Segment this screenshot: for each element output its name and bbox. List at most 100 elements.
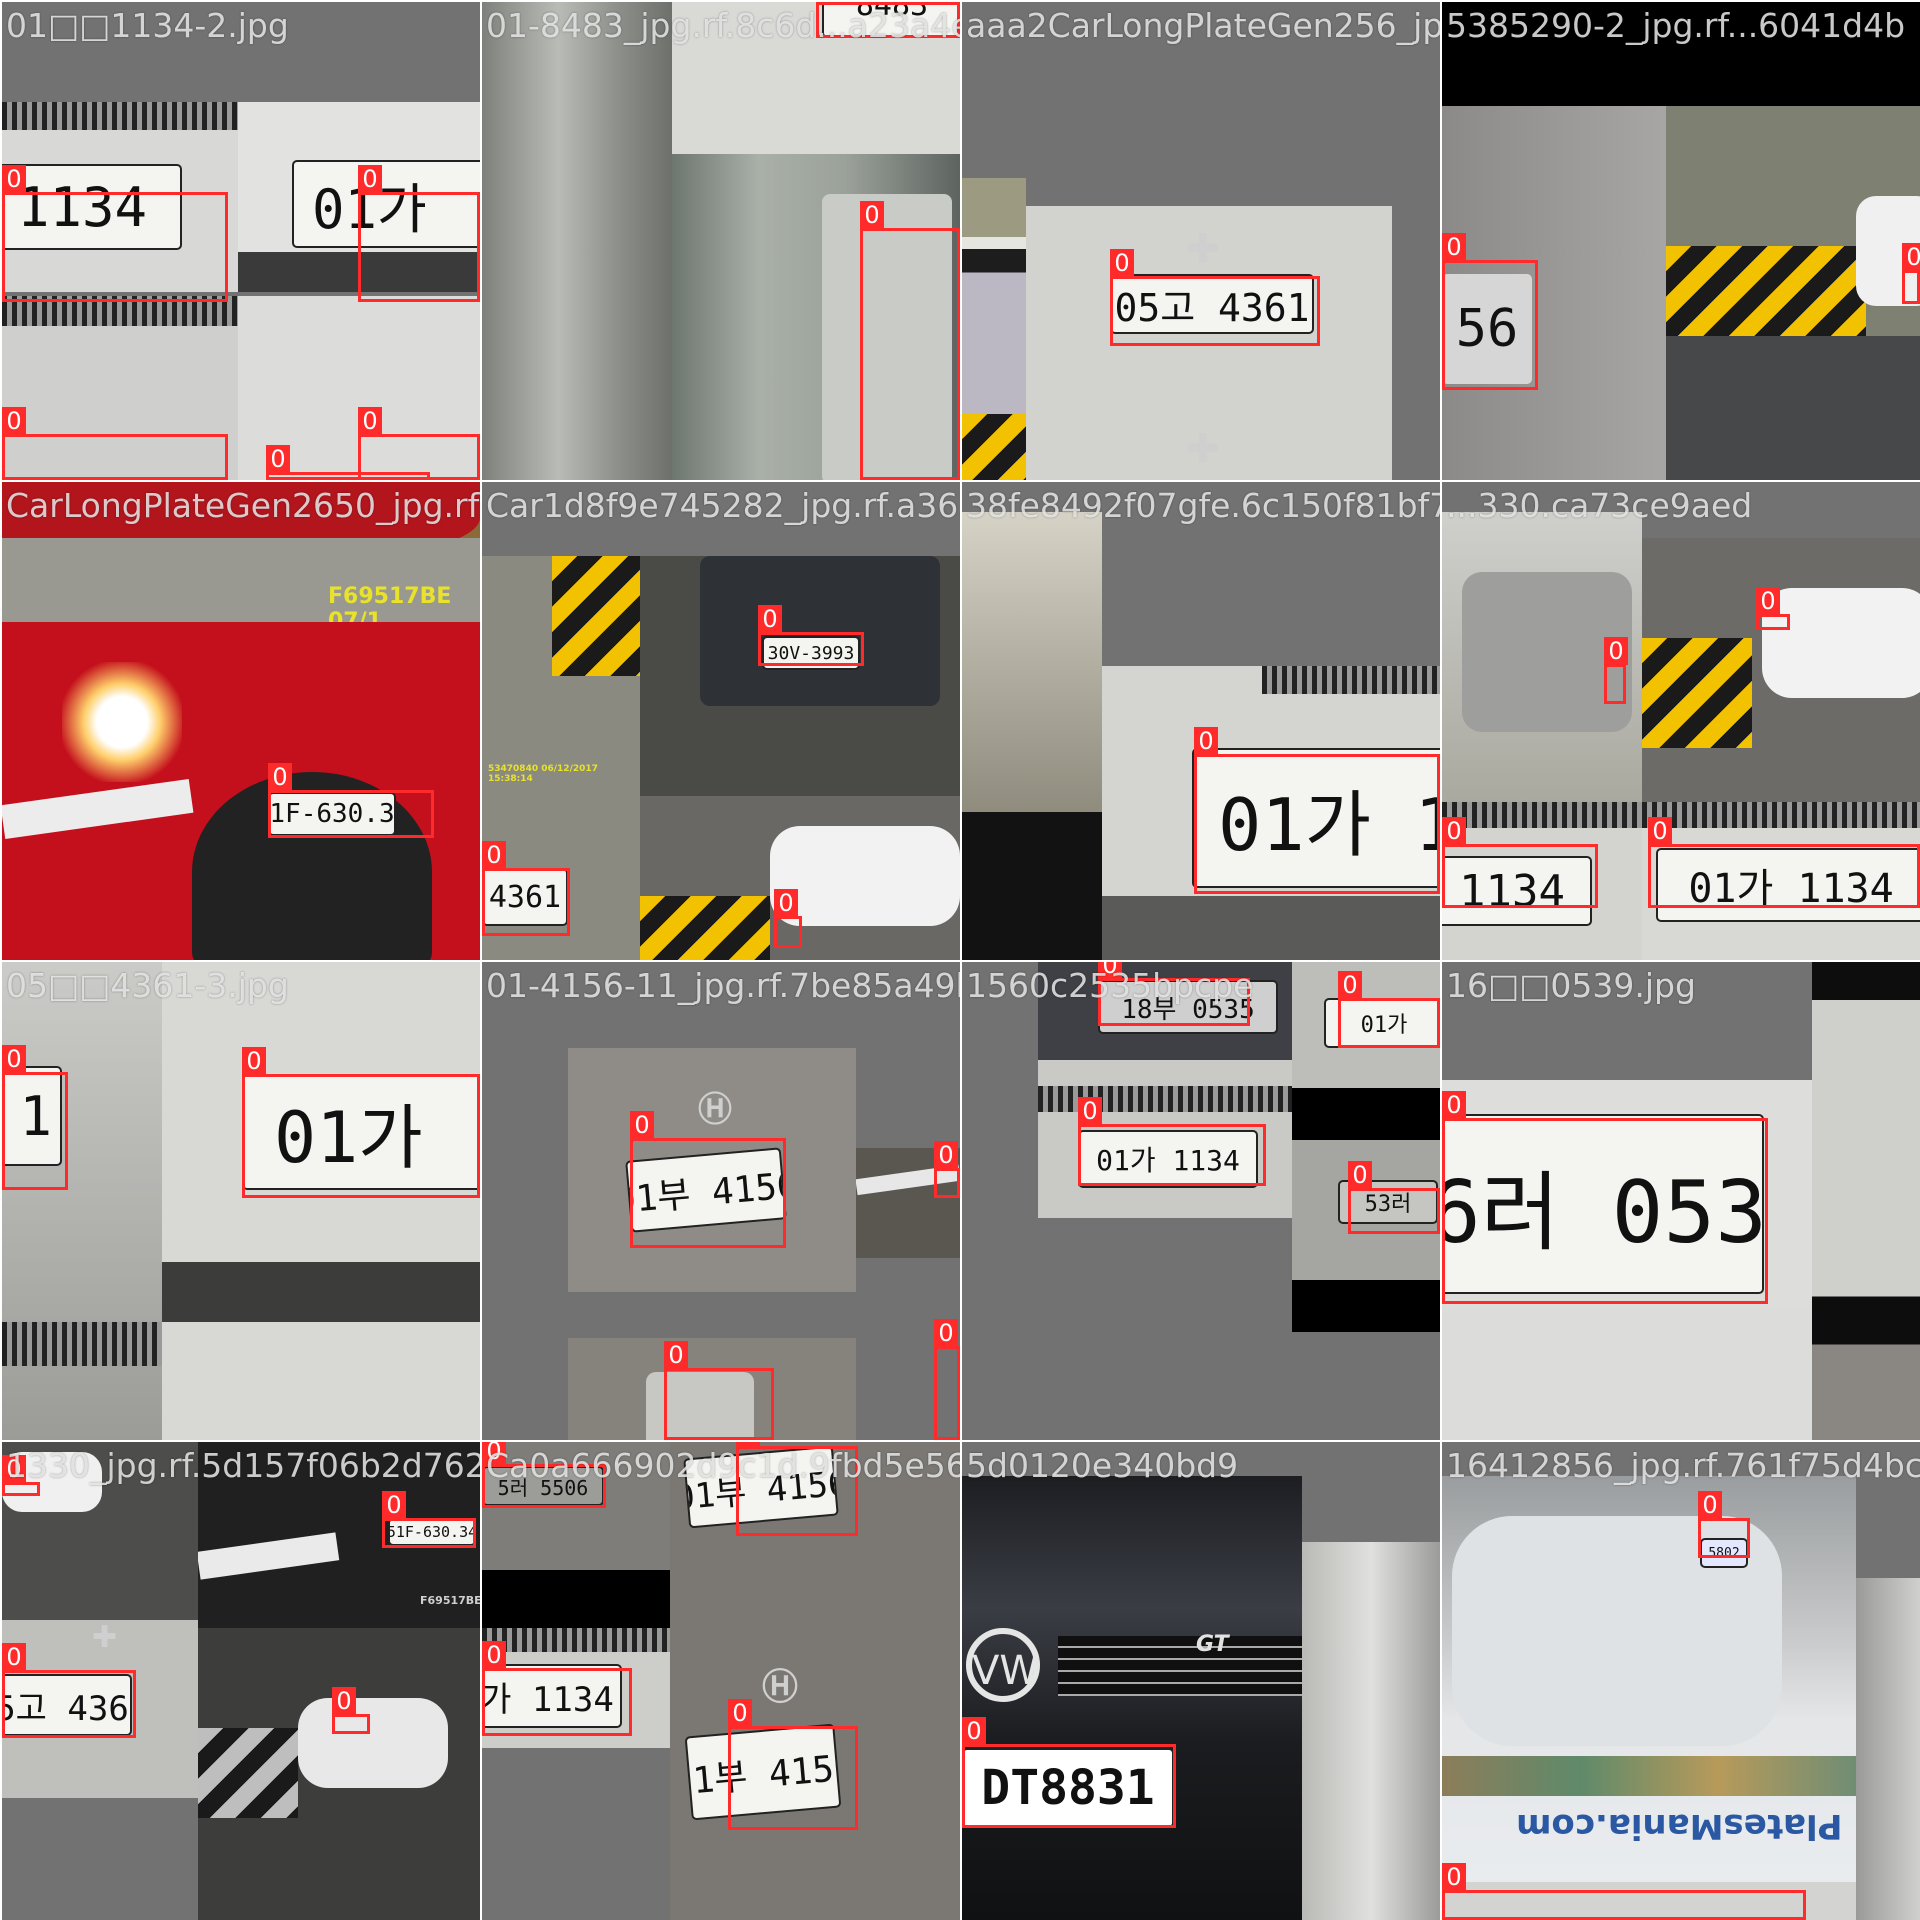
image-crop: 1	[2, 962, 162, 1440]
license-plate: DT8831	[962, 1748, 1174, 1828]
watermark: PlatesMania.com	[1516, 1806, 1843, 1846]
image-crop	[1666, 106, 1920, 480]
bounding-box: 0	[630, 1111, 786, 1248]
image-filename: ...330.ca73ce9aed	[1446, 486, 1753, 525]
image-filename: 5385290-2_jpg.rf...6041d4b	[1446, 6, 1906, 45]
bounding-box: 0	[758, 605, 864, 666]
mosaic-tile: 8483 0 0 01-8483_jpg.rf.8c6d...a23a4e1	[482, 2, 960, 480]
bounding-box: 0	[358, 407, 480, 480]
mosaic-tile: 18부 0535 01가 1134 01가 53러 0 0 0 0 1560c2…	[962, 962, 1440, 1440]
mosaic-tile: 1134 01가 1134 0 0 0 0 ...330.ca73ce9aed	[1442, 482, 1920, 960]
timestamp-overlay: 53470840 06/12/2017 15:38:14	[488, 764, 598, 784]
image-crop	[1442, 2, 1920, 106]
bounding-box: 0	[934, 1141, 960, 1198]
image-crop	[1642, 538, 1920, 802]
license-plate: 5러 5506	[482, 1466, 604, 1506]
timestamp-overlay: F69517BE	[420, 1594, 480, 1607]
image-crop: 53러	[1292, 1140, 1440, 1280]
bounding-box: 0	[962, 1717, 1176, 1828]
timestamp-overlay: F69517BE 07/1	[328, 584, 452, 622]
bounding-box: 0	[2, 407, 228, 480]
license-plate: 01가	[1324, 998, 1440, 1048]
image-filename: 1330_jpg.rf.5d157f06b2d762	[6, 1446, 480, 1485]
license-plate: 1134	[2, 164, 182, 250]
image-crop	[2, 1442, 198, 1620]
image-crop	[482, 1570, 670, 1628]
bounding-box: 0	[482, 1641, 632, 1736]
license-plate: 가 1134	[482, 1664, 622, 1728]
bounding-box: 0	[2, 165, 228, 302]
image-crop	[1442, 1882, 1856, 1920]
image-crop	[568, 1338, 856, 1440]
bounding-box: 0	[1442, 1091, 1768, 1304]
image-crop: F69517BE 07/1	[2, 538, 480, 622]
bounding-box: 0	[1442, 233, 1538, 390]
image-filename: 16□□0539.jpg	[1446, 966, 1696, 1005]
image-filename: 01□□1134-2.jpg	[6, 6, 289, 45]
image-crop: 01가	[162, 962, 480, 1440]
image-filename: 05□□4361-3.jpg	[6, 966, 289, 1005]
mosaic-tile: 1 01가 0 0 05□□4361-3.jpg	[2, 962, 480, 1440]
license-plate: 56	[1442, 274, 1532, 384]
mosaic-tile: 53470840 06/12/2017 15:38:14 4361 30V-39…	[482, 482, 960, 960]
license-plate: 4361	[482, 868, 568, 926]
license-plate: 1134	[1442, 856, 1592, 926]
image-crop: 01가	[1292, 962, 1440, 1088]
bounding-box: 0	[2, 1643, 136, 1738]
image-filename: 01-4156-11_jpg.rf.7be85a49b	[486, 966, 960, 1005]
image-crop	[1442, 1310, 1812, 1440]
bounding-box: 0	[382, 1491, 476, 1548]
bounding-box: 0	[1078, 1097, 1266, 1186]
image-crop: 01부 4156 Ⓗ 01부 4156	[670, 1442, 960, 1920]
image-crop	[1302, 1542, 1440, 1920]
bounding-box: 0	[1194, 727, 1440, 894]
image-crop: 1134	[2, 102, 238, 292]
image-filename: 1560c2535bpcpe	[966, 966, 1254, 1005]
license-plate: 01가	[292, 160, 480, 248]
bounding-box: 0	[1442, 1863, 1806, 1920]
bounding-box: 0	[358, 165, 480, 302]
image-filename: CarLongPlateGen2650_jpg.rf	[6, 486, 480, 525]
brand-badge: GT	[1196, 1632, 1229, 1657]
image-crop	[1292, 1280, 1440, 1332]
image-filename: 16412856_jpg.rf.761f75d4bc	[1446, 1446, 1920, 1485]
image-crop: 16러 0539	[1442, 1080, 1812, 1310]
bounding-box: 0	[2, 1045, 68, 1190]
bounding-box: 0	[1348, 1161, 1440, 1234]
mosaic-tile: 01가 1 0 38fe8492f07gfe.6c150f81bf7	[962, 482, 1440, 960]
bounding-box: 0	[1110, 249, 1320, 346]
mosaic-tile: VW GT DT8831 0 5d0120e340bd9	[962, 1442, 1440, 1920]
image-crop: 5802 PlatesMania.com	[1442, 1476, 1856, 1882]
image-crop	[672, 154, 960, 480]
mosaic-tile: Ⓗ 01부 4156 0 0 0 0 01-4156-11_jpg.rf.7be…	[482, 962, 960, 1440]
image-crop: VW GT DT8831	[962, 1476, 1302, 1920]
license-plate: 1	[2, 1066, 62, 1166]
mosaic-tile: 1134 01가 0 0 0 0 0 01□□1134-2.jpg	[2, 2, 480, 480]
license-plate: 5802	[1700, 1538, 1748, 1568]
image-crop	[1856, 1578, 1920, 1920]
bounding-box: 0	[860, 201, 960, 480]
bounding-box: 0	[816, 2, 960, 38]
image-filename: Ca0a666902d9c1d.9fbd5e56ca501	[486, 1446, 960, 1485]
license-plate: 01가 1134	[1078, 1130, 1258, 1188]
image-crop: 가 1134	[482, 1628, 670, 1748]
bounding-box: 0	[1604, 637, 1628, 704]
image-crop: 01가 1134	[1642, 802, 1920, 960]
image-crop	[962, 178, 1026, 414]
license-plate: 01가 1	[1192, 748, 1440, 888]
image-filename: aaa2CarLongPlateGen256_jpg.rf.6	[966, 6, 1440, 45]
bounding-box: 0	[268, 763, 434, 838]
bounding-box: 0	[482, 841, 570, 936]
bounding-box: 0	[482, 1442, 606, 1508]
bounding-box: 0	[242, 1047, 480, 1198]
image-crop	[962, 812, 1102, 960]
bounding-box: 0	[774, 889, 802, 948]
image-crop	[198, 1628, 480, 1920]
image-crop: 53470840 06/12/2017 15:38:14 4361	[482, 556, 640, 960]
bounding-box: 0	[1442, 817, 1598, 908]
bounding-box: 0	[1648, 817, 1920, 908]
license-plate: 16러 0539	[1442, 1114, 1764, 1294]
image-crop	[1812, 962, 1920, 1440]
image-crop: ✚ 05고 4361	[2, 1620, 198, 1798]
